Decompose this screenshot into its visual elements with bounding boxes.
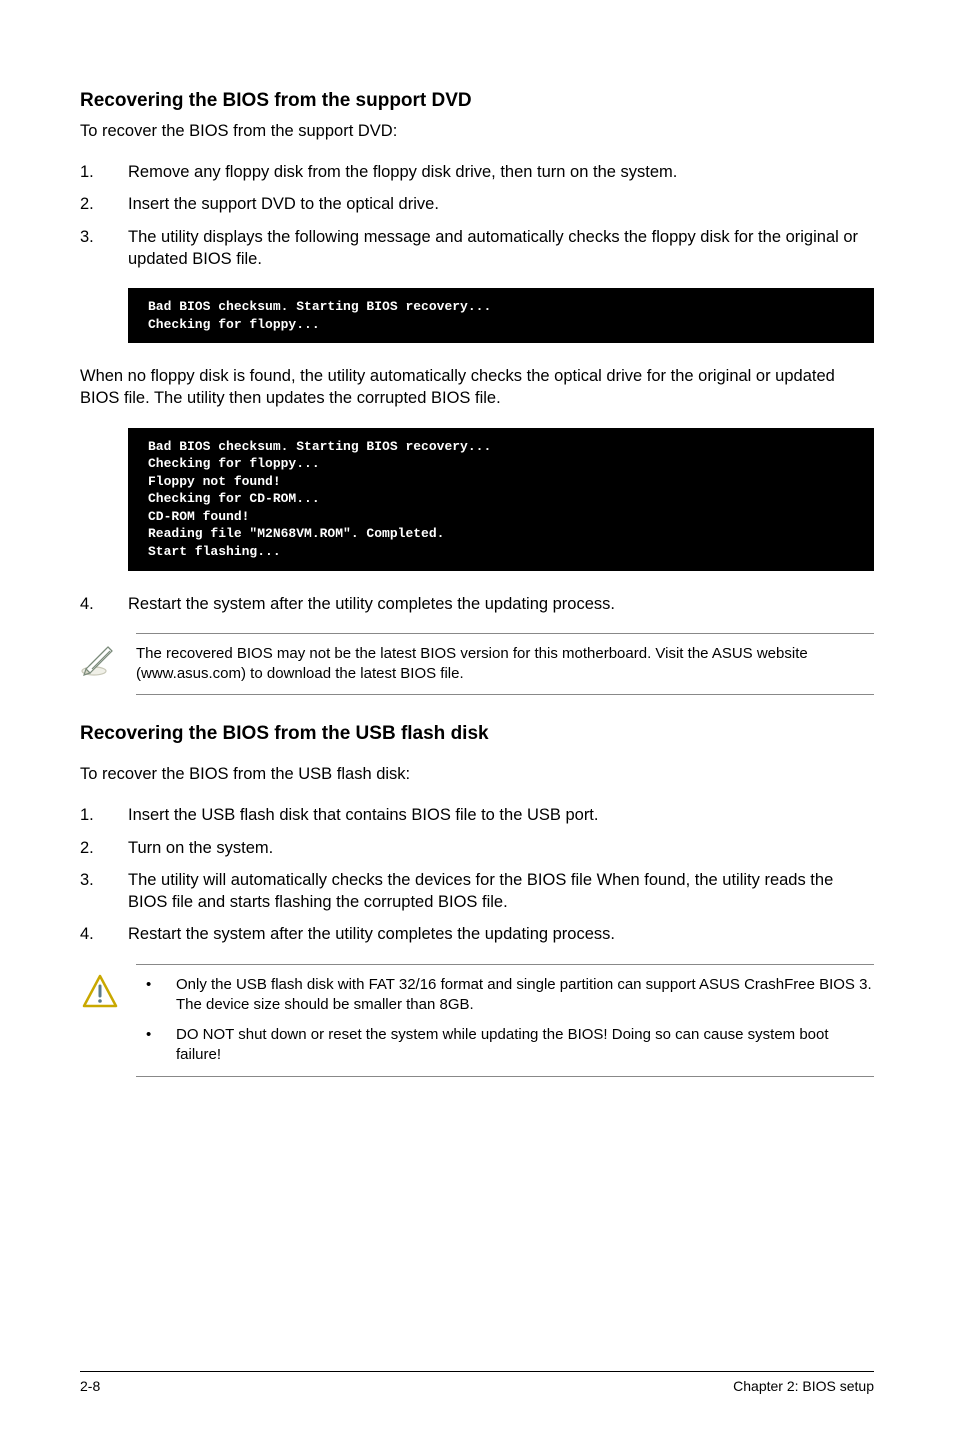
section1-mid-para: When no floppy disk is found, the utilit… (80, 365, 874, 410)
warning-icon (80, 964, 136, 1012)
step-text: Restart the system after the utility com… (128, 923, 874, 945)
step-number: 1. (80, 161, 128, 183)
step-text: Insert the USB flash disk that contains … (128, 804, 874, 826)
step-text: The utility will automatically checks th… (128, 869, 874, 914)
section2-title: Recovering the BIOS from the USB flash d… (80, 723, 874, 745)
step-number: 2. (80, 837, 128, 859)
step-text: Remove any floppy disk from the floppy d… (128, 161, 874, 183)
section1-step4: 4. Restart the system after the utility … (80, 593, 874, 615)
bullet-icon: • (136, 975, 176, 1016)
step-number: 3. (80, 226, 128, 271)
list-item: 3. The utility displays the following me… (80, 226, 874, 271)
step-number: 2. (80, 193, 128, 215)
step-text: The utility displays the following messa… (128, 226, 874, 271)
warning-text: DO NOT shut down or reset the system whi… (176, 1025, 874, 1066)
note-text: The recovered BIOS may not be the latest… (136, 633, 874, 696)
warning-text: Only the USB flash disk with FAT 32/16 f… (176, 975, 874, 1016)
footer-chapter: Chapter 2: BIOS setup (733, 1378, 874, 1394)
step-number: 1. (80, 804, 128, 826)
warning-item: • DO NOT shut down or reset the system w… (136, 1025, 874, 1066)
warning-item: • Only the USB flash disk with FAT 32/16… (136, 975, 874, 1016)
section1-title: Recovering the BIOS from the support DVD (80, 90, 874, 112)
list-item: 4. Restart the system after the utility … (80, 593, 874, 615)
list-item: 3. The utility will automatically checks… (80, 869, 874, 914)
list-item: 1. Insert the USB flash disk that contai… (80, 804, 874, 826)
step-number: 4. (80, 593, 128, 615)
section2-steps: 1. Insert the USB flash disk that contai… (80, 804, 874, 945)
list-item: 2. Insert the support DVD to the optical… (80, 193, 874, 215)
step-text: Restart the system after the utility com… (128, 593, 874, 615)
section2-intro: To recover the BIOS from the USB flash d… (80, 765, 874, 784)
step-number: 4. (80, 923, 128, 945)
section1-intro: To recover the BIOS from the support DVD… (80, 122, 874, 141)
list-item: 2. Turn on the system. (80, 837, 874, 859)
section1-steps: 1. Remove any floppy disk from the flopp… (80, 161, 874, 270)
code-block-2: Bad BIOS checksum. Starting BIOS recover… (128, 428, 874, 571)
note-info: The recovered BIOS may not be the latest… (80, 633, 874, 696)
note-warning: • Only the USB flash disk with FAT 32/16… (80, 964, 874, 1077)
code-block-1: Bad BIOS checksum. Starting BIOS recover… (128, 288, 874, 343)
bullet-icon: • (136, 1025, 176, 1066)
warning-body: • Only the USB flash disk with FAT 32/16… (136, 964, 874, 1077)
pencil-icon (80, 633, 136, 677)
step-text: Turn on the system. (128, 837, 874, 859)
page-footer: 2-8 Chapter 2: BIOS setup (80, 1371, 874, 1394)
footer-page-number: 2-8 (80, 1378, 100, 1394)
list-item: 4. Restart the system after the utility … (80, 923, 874, 945)
step-number: 3. (80, 869, 128, 914)
list-item: 1. Remove any floppy disk from the flopp… (80, 161, 874, 183)
step-text: Insert the support DVD to the optical dr… (128, 193, 874, 215)
